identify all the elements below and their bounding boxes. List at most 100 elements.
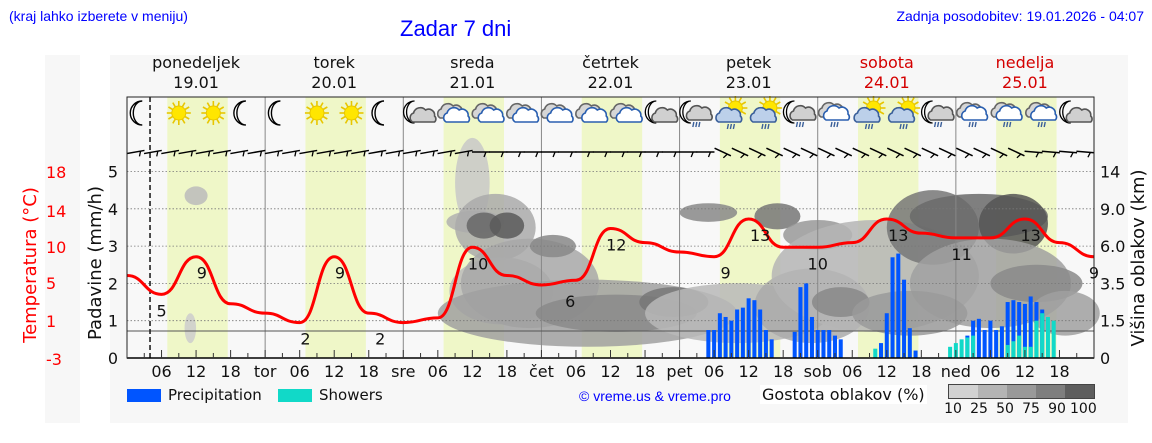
day-label: ponedeljek 19.01 xyxy=(136,53,256,93)
day-name: petek xyxy=(725,53,772,72)
day-name: četrtek xyxy=(582,53,639,72)
svg-text:18: 18 xyxy=(773,362,793,381)
location-hint[interactable]: (kraj lahko izberete v meniju) xyxy=(9,8,188,24)
svg-text:12: 12 xyxy=(1015,362,1035,381)
svg-text:06: 06 xyxy=(842,362,862,381)
day-label: petek 23.01 xyxy=(689,53,809,93)
copyright-link[interactable]: © vreme.us & vreme.pro xyxy=(579,388,731,404)
cloud-density-label: Gostota oblakov (%) xyxy=(760,385,927,404)
legend-showers: Showers xyxy=(278,386,383,404)
svg-text:Višina oblakov (km): Višina oblakov (km) xyxy=(1128,169,1149,346)
svg-text:13: 13 xyxy=(888,226,908,245)
svg-text:06: 06 xyxy=(151,362,171,381)
moon-cloud-rain-icon xyxy=(679,100,713,128)
svg-text:-3: -3 xyxy=(46,350,62,369)
day-date: 24.01 xyxy=(863,73,910,92)
svg-text:12: 12 xyxy=(462,362,482,381)
svg-text:10: 10 xyxy=(468,254,488,273)
showers-swatch xyxy=(278,388,312,402)
day-name: sobota xyxy=(859,53,914,72)
moon-cloud-icon xyxy=(1059,100,1093,124)
svg-text:Temperatura (°C): Temperatura (°C) xyxy=(20,187,41,344)
day-label: četrtek 22.01 xyxy=(551,53,671,93)
cloud-icon xyxy=(609,102,643,123)
svg-text:12: 12 xyxy=(877,362,897,381)
svg-text:06: 06 xyxy=(566,362,586,381)
svg-text:12: 12 xyxy=(738,362,758,381)
cloud-icon xyxy=(436,102,471,123)
cloud-icon xyxy=(505,102,540,123)
day-label: sreda 21.01 xyxy=(412,53,532,93)
cloud-rain-icon xyxy=(955,101,989,128)
svg-text:12: 12 xyxy=(186,362,206,381)
svg-text:0: 0 xyxy=(108,349,118,368)
svg-text:5: 5 xyxy=(46,274,56,293)
moon-cloud-rain-icon xyxy=(782,100,817,128)
svg-text:4: 4 xyxy=(108,200,118,219)
svg-text:ned: ned xyxy=(941,362,971,381)
day-date: 19.01 xyxy=(173,73,219,92)
cloud-density-scale xyxy=(948,384,1095,399)
svg-text:2: 2 xyxy=(300,330,310,349)
cloud-rain-icon xyxy=(817,101,851,128)
svg-text:9.0: 9.0 xyxy=(1100,200,1125,219)
svg-text:6.0: 6.0 xyxy=(1100,237,1125,256)
moon-cloud-rain-icon xyxy=(921,100,955,128)
cloud-rain-icon xyxy=(1025,101,1058,128)
svg-text:9: 9 xyxy=(197,264,207,283)
svg-text:10: 10 xyxy=(46,238,66,257)
sun-icon xyxy=(166,101,191,125)
day-name: torek xyxy=(313,53,355,72)
svg-text:18: 18 xyxy=(220,362,240,381)
scale-label: 100 xyxy=(1070,401,1097,417)
svg-text:12: 12 xyxy=(600,362,620,381)
svg-text:18: 18 xyxy=(1049,362,1069,381)
svg-text:Padavine (mm/h): Padavine (mm/h) xyxy=(85,186,106,340)
svg-text:18: 18 xyxy=(359,362,379,381)
svg-text:pet: pet xyxy=(666,362,692,381)
svg-text:3: 3 xyxy=(108,237,118,256)
svg-text:14: 14 xyxy=(1100,163,1120,182)
svg-text:14: 14 xyxy=(46,202,66,221)
day-label: torek 20.01 xyxy=(274,53,394,93)
moon-clear-icon xyxy=(233,100,246,126)
wind-barbs xyxy=(126,147,1095,159)
scale-label: 90 xyxy=(1048,401,1066,417)
sun-icon xyxy=(201,101,226,125)
svg-text:tor: tor xyxy=(254,362,277,381)
svg-text:12: 12 xyxy=(606,235,626,254)
sun-cloud-rain-icon xyxy=(887,96,921,130)
svg-text:9: 9 xyxy=(335,264,345,283)
svg-text:sob: sob xyxy=(804,362,832,381)
day-date: 22.01 xyxy=(587,73,634,92)
svg-text:12: 12 xyxy=(324,362,344,381)
legend-showers-label: Showers xyxy=(319,386,383,404)
svg-text:5: 5 xyxy=(156,301,166,320)
last-update: Zadnja posodobitev: 19.01.2026 - 04:07 xyxy=(896,8,1144,24)
svg-text:11: 11 xyxy=(951,245,971,264)
scale-label: 50 xyxy=(996,401,1014,417)
sun-cloud-rain-icon xyxy=(749,96,782,130)
temperature-axis-panel xyxy=(45,55,80,423)
svg-text:0: 0 xyxy=(1100,349,1110,368)
precipitation-swatch xyxy=(127,388,161,402)
day-date: 23.01 xyxy=(725,73,772,92)
svg-text:6: 6 xyxy=(565,292,575,311)
cloud-rain-icon xyxy=(990,101,1023,128)
sun-icon xyxy=(339,101,364,125)
svg-text:1: 1 xyxy=(108,312,118,331)
day-date: 21.01 xyxy=(449,73,496,92)
svg-text:3.5: 3.5 xyxy=(1100,274,1125,293)
svg-text:18: 18 xyxy=(46,163,66,182)
svg-text:1: 1 xyxy=(46,312,56,331)
page-title: Zadar 7 dni xyxy=(400,16,512,41)
cloud-icon xyxy=(540,102,574,123)
svg-text:06: 06 xyxy=(704,362,724,381)
sun-cloud-rain-icon xyxy=(715,96,748,130)
scale-label: 10 xyxy=(944,401,962,417)
cloud-icon xyxy=(471,102,505,123)
day-name: nedelja xyxy=(995,53,1055,72)
grid-lines xyxy=(127,97,1094,358)
